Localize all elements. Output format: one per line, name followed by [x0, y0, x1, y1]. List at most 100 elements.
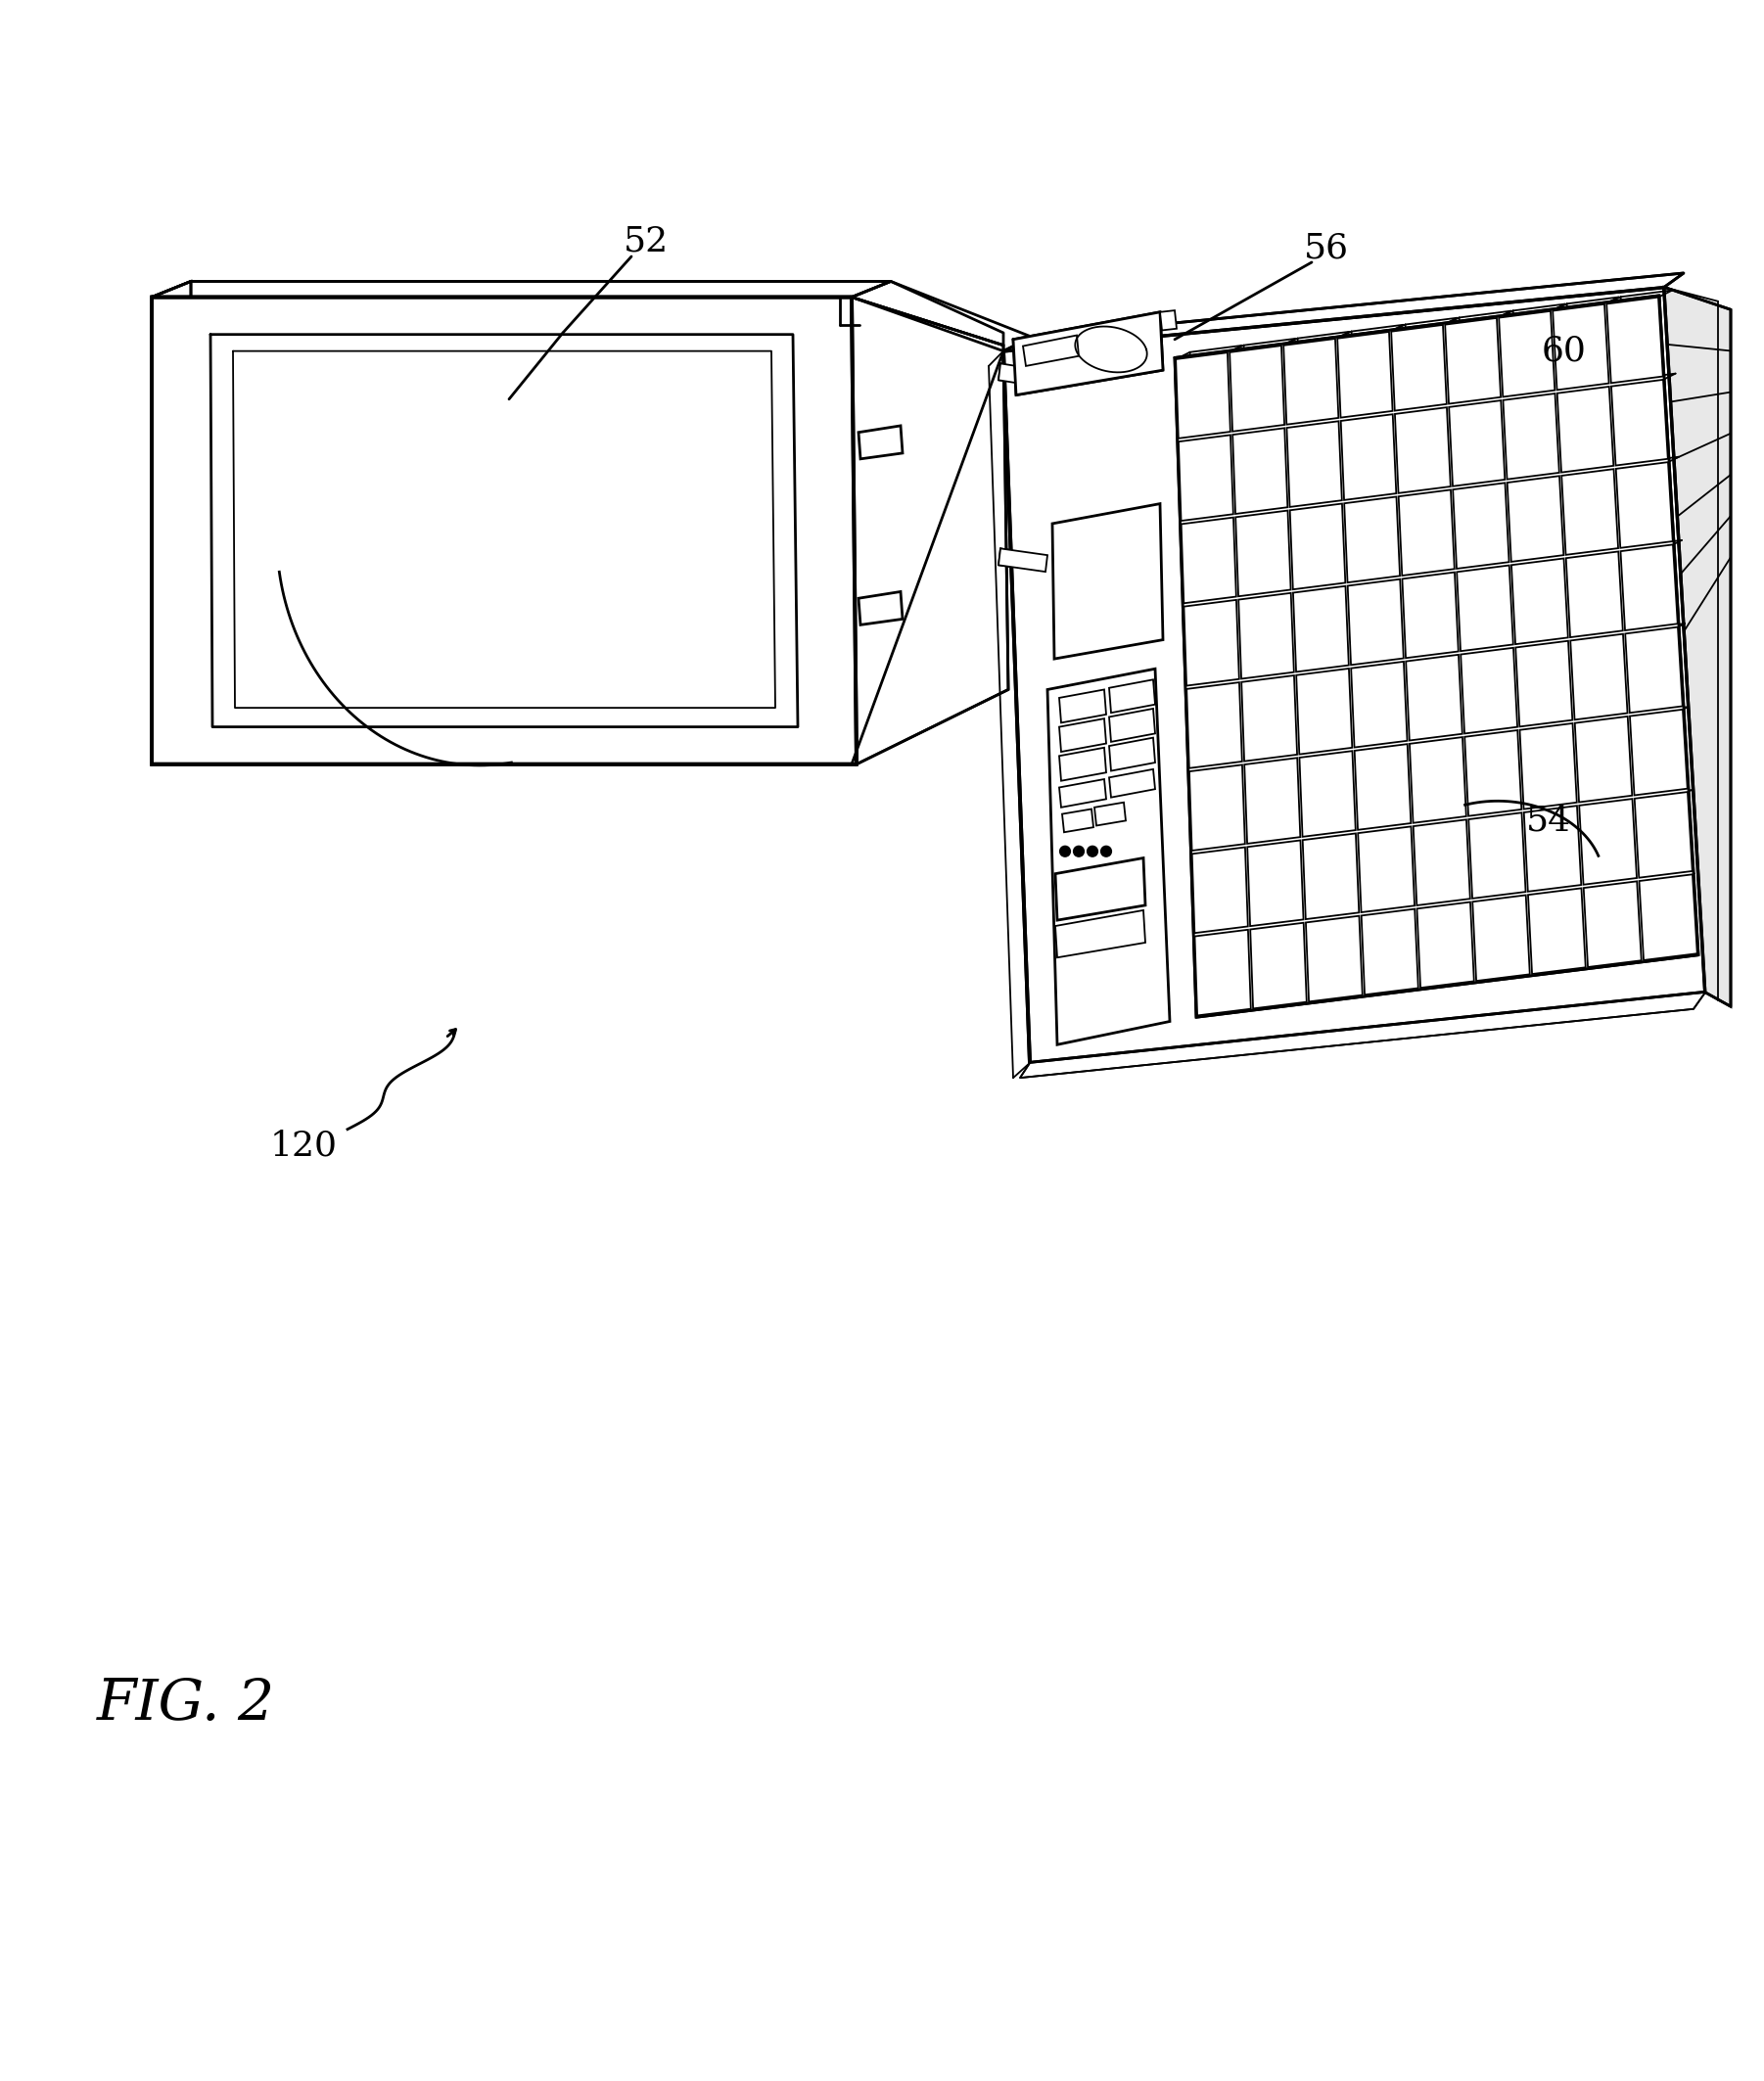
Polygon shape	[1058, 689, 1106, 722]
Polygon shape	[1524, 805, 1581, 891]
Text: 60: 60	[1542, 335, 1588, 368]
Polygon shape	[1251, 922, 1307, 1009]
Polygon shape	[1235, 510, 1291, 597]
Polygon shape	[1515, 641, 1572, 726]
Polygon shape	[1512, 558, 1568, 645]
Polygon shape	[1058, 718, 1106, 751]
Circle shape	[1074, 847, 1085, 857]
Polygon shape	[1413, 820, 1469, 905]
Text: 54: 54	[1526, 803, 1572, 837]
Polygon shape	[1194, 930, 1251, 1016]
Polygon shape	[1351, 662, 1408, 747]
Polygon shape	[1566, 551, 1623, 637]
Polygon shape	[152, 281, 191, 764]
Polygon shape	[1161, 310, 1177, 331]
Polygon shape	[1189, 766, 1245, 851]
Polygon shape	[1630, 710, 1688, 795]
Polygon shape	[1175, 296, 1699, 1018]
Polygon shape	[998, 549, 1048, 572]
Polygon shape	[152, 298, 857, 764]
Text: 120: 120	[270, 1130, 337, 1163]
Polygon shape	[1461, 647, 1517, 735]
Polygon shape	[1355, 745, 1411, 830]
Polygon shape	[1023, 335, 1080, 366]
Polygon shape	[859, 427, 903, 460]
Polygon shape	[1062, 810, 1094, 832]
Polygon shape	[1184, 599, 1238, 687]
Polygon shape	[1230, 345, 1284, 431]
Polygon shape	[1616, 462, 1672, 547]
Polygon shape	[1289, 504, 1346, 589]
Polygon shape	[1409, 737, 1466, 822]
Polygon shape	[1416, 901, 1475, 988]
Polygon shape	[1233, 429, 1288, 514]
Polygon shape	[1297, 668, 1353, 753]
Polygon shape	[1048, 668, 1170, 1045]
Polygon shape	[1341, 414, 1397, 499]
Text: 52: 52	[623, 225, 669, 258]
Polygon shape	[1558, 387, 1614, 472]
Polygon shape	[1503, 393, 1559, 479]
Polygon shape	[1094, 803, 1125, 826]
Polygon shape	[1055, 909, 1145, 957]
Polygon shape	[1621, 545, 1678, 631]
Polygon shape	[1178, 435, 1233, 520]
Polygon shape	[1055, 857, 1145, 920]
Polygon shape	[1506, 477, 1563, 562]
Polygon shape	[1013, 312, 1162, 395]
Polygon shape	[1244, 757, 1300, 843]
Polygon shape	[1611, 379, 1669, 466]
Polygon shape	[1182, 518, 1237, 603]
Polygon shape	[1392, 325, 1446, 410]
Polygon shape	[1469, 814, 1526, 899]
Polygon shape	[998, 364, 1048, 387]
Polygon shape	[1300, 751, 1355, 837]
Polygon shape	[1395, 408, 1450, 493]
Polygon shape	[1445, 318, 1501, 404]
Polygon shape	[1579, 799, 1637, 884]
Polygon shape	[1187, 683, 1242, 768]
Text: 56: 56	[1304, 231, 1349, 264]
Polygon shape	[1004, 273, 1683, 352]
Polygon shape	[1584, 880, 1642, 968]
Polygon shape	[1625, 626, 1683, 714]
Polygon shape	[1639, 874, 1697, 959]
Polygon shape	[1454, 483, 1508, 568]
Polygon shape	[1358, 826, 1415, 911]
Polygon shape	[1344, 497, 1401, 583]
Polygon shape	[1053, 504, 1162, 660]
Polygon shape	[1607, 298, 1663, 383]
Polygon shape	[1570, 635, 1628, 720]
Polygon shape	[1337, 331, 1392, 418]
Polygon shape	[1286, 420, 1342, 508]
Polygon shape	[152, 281, 891, 298]
Polygon shape	[1464, 730, 1522, 816]
Polygon shape	[1521, 724, 1577, 810]
Circle shape	[1060, 847, 1071, 857]
Polygon shape	[1305, 916, 1362, 1001]
Polygon shape	[1663, 287, 1730, 1007]
Polygon shape	[1302, 832, 1358, 920]
Polygon shape	[1004, 287, 1706, 1063]
Polygon shape	[1473, 895, 1529, 980]
Polygon shape	[1528, 889, 1586, 974]
Polygon shape	[1293, 587, 1349, 672]
Polygon shape	[1552, 304, 1609, 389]
Polygon shape	[1399, 489, 1455, 576]
Polygon shape	[1110, 710, 1155, 741]
Polygon shape	[1561, 468, 1618, 556]
Circle shape	[1087, 847, 1097, 857]
Polygon shape	[1110, 770, 1155, 797]
Polygon shape	[1247, 841, 1304, 926]
Polygon shape	[1192, 847, 1247, 932]
Polygon shape	[1242, 676, 1297, 762]
Polygon shape	[1284, 339, 1339, 425]
Polygon shape	[1362, 909, 1418, 995]
Polygon shape	[1348, 579, 1404, 666]
Polygon shape	[1635, 793, 1692, 878]
Polygon shape	[1238, 593, 1295, 678]
Polygon shape	[1177, 352, 1230, 439]
Polygon shape	[1499, 310, 1554, 397]
Polygon shape	[1402, 572, 1459, 658]
Polygon shape	[1457, 566, 1514, 651]
